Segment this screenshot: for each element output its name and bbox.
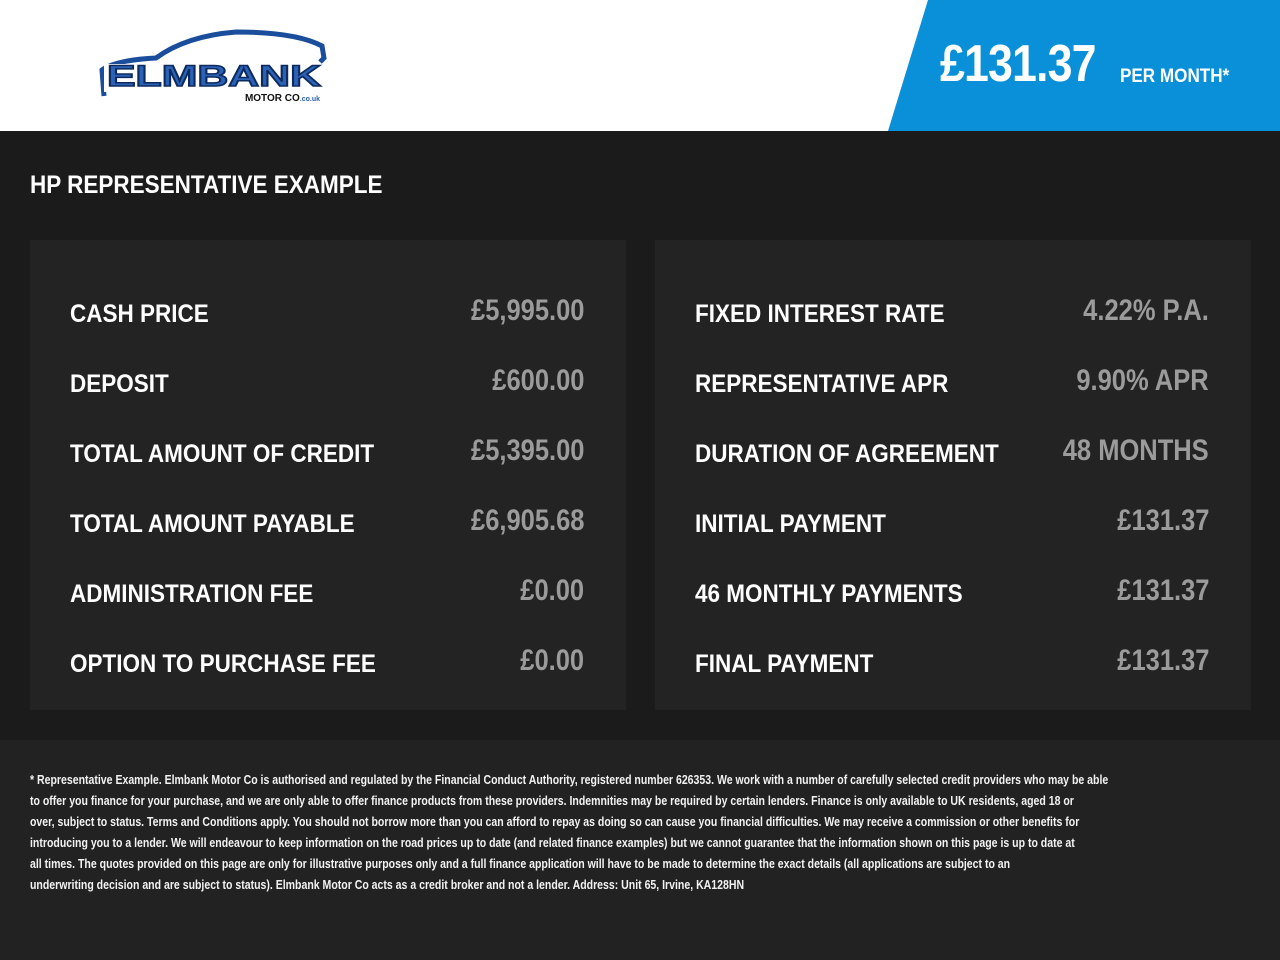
- finance-panel-right: FIXED INTEREST RATE 4.22% P.A. REPRESENTAT…: [655, 240, 1251, 710]
- row-label: DURATION OF AGREEMENT: [695, 440, 999, 468]
- disclaimer-line: to offer you finance for your purchase, …: [30, 793, 1074, 808]
- row-label: TOTAL AMOUNT OF CREDIT: [70, 440, 375, 468]
- row-label: OPTION TO PURCHASE FEE: [70, 650, 376, 678]
- svg-text:MOTOR CO.co.uk: MOTOR CO.co.uk: [245, 93, 320, 104]
- monthly-price-badge: £131.37 PER MONTH*: [888, 0, 1280, 131]
- row-label: REPRESENTATIVE APR: [695, 370, 949, 398]
- finance-row: 46 MONTHLY PAYMENTS £131.37: [695, 570, 1209, 610]
- row-label: FIXED INTEREST RATE: [695, 300, 945, 328]
- finance-row: DEPOSIT £600.00: [70, 360, 584, 400]
- disclaimer-line: introducing you to a lender. We will end…: [30, 835, 1075, 850]
- row-value: 48 MONTHS: [1063, 434, 1209, 467]
- row-value: £600.00: [491, 364, 584, 397]
- row-label: 46 MONTHLY PAYMENTS: [695, 580, 963, 608]
- row-label: ADMINISTRATION FEE: [70, 580, 314, 608]
- per-month-label: PER MONTH*: [1120, 66, 1230, 87]
- row-value: £5,395.00: [470, 434, 584, 467]
- row-value: £131.37: [1116, 574, 1209, 607]
- row-value: £5,995.00: [470, 294, 584, 327]
- row-value: £131.37: [1116, 644, 1209, 677]
- finance-row: FINAL PAYMENT £131.37: [695, 640, 1209, 680]
- finance-row: CASH PRICE £5,995.00: [70, 290, 584, 330]
- row-label: INITIAL PAYMENT: [695, 510, 886, 538]
- finance-row: REPRESENTATIVE APR 9.90% APR: [695, 360, 1209, 400]
- row-value: £0.00: [520, 574, 584, 607]
- row-value: £131.37: [1116, 504, 1209, 537]
- finance-row: INITIAL PAYMENT £131.37: [695, 500, 1209, 540]
- finance-row: OPTION TO PURCHASE FEE £0.00: [70, 640, 584, 680]
- row-label: FINAL PAYMENT: [695, 650, 874, 678]
- finance-row: TOTAL AMOUNT OF CREDIT £5,395.00: [70, 430, 584, 470]
- row-label: TOTAL AMOUNT PAYABLE: [70, 510, 355, 538]
- disclaimer-line: over, subject to status. Terms and Condi…: [30, 814, 1080, 829]
- row-value: 9.90% APR: [1076, 364, 1209, 397]
- finance-row: ADMINISTRATION FEE £0.00: [70, 570, 584, 610]
- disclaimer-line: underwriting decision and are subject to…: [30, 877, 745, 892]
- page-title: HP REPRESENTATIVE EXAMPLE: [30, 171, 383, 199]
- header: ELMBANK MOTOR CO.co.uk £131.37 PER MONTH…: [0, 0, 1280, 131]
- row-label: DEPOSIT: [70, 370, 169, 398]
- elmbank-logo: ELMBANK MOTOR CO.co.uk: [99, 29, 327, 104]
- finance-row: DURATION OF AGREEMENT 48 MONTHS: [695, 430, 1209, 470]
- disclaimer: * Representative Example. Elmbank Motor …: [0, 740, 1280, 960]
- disclaimer-line: all times. The quotes provided on this p…: [30, 856, 1011, 871]
- row-value: 4.22% P.A.: [1083, 294, 1209, 327]
- row-value: £6,905.68: [470, 504, 584, 537]
- monthly-price: £131.37: [940, 35, 1096, 93]
- finance-row: FIXED INTEREST RATE 4.22% P.A.: [695, 290, 1209, 330]
- finance-row: TOTAL AMOUNT PAYABLE £6,905.68: [70, 500, 584, 540]
- finance-panel-left: CASH PRICE £5,995.00 DEPOSIT £600.00 TOTAL A…: [30, 240, 626, 710]
- svg-text:ELMBANK: ELMBANK: [107, 60, 321, 93]
- disclaimer-line: * Representative Example. Elmbank Motor …: [30, 772, 1109, 787]
- row-value: £0.00: [520, 644, 584, 677]
- row-label: CASH PRICE: [70, 300, 209, 328]
